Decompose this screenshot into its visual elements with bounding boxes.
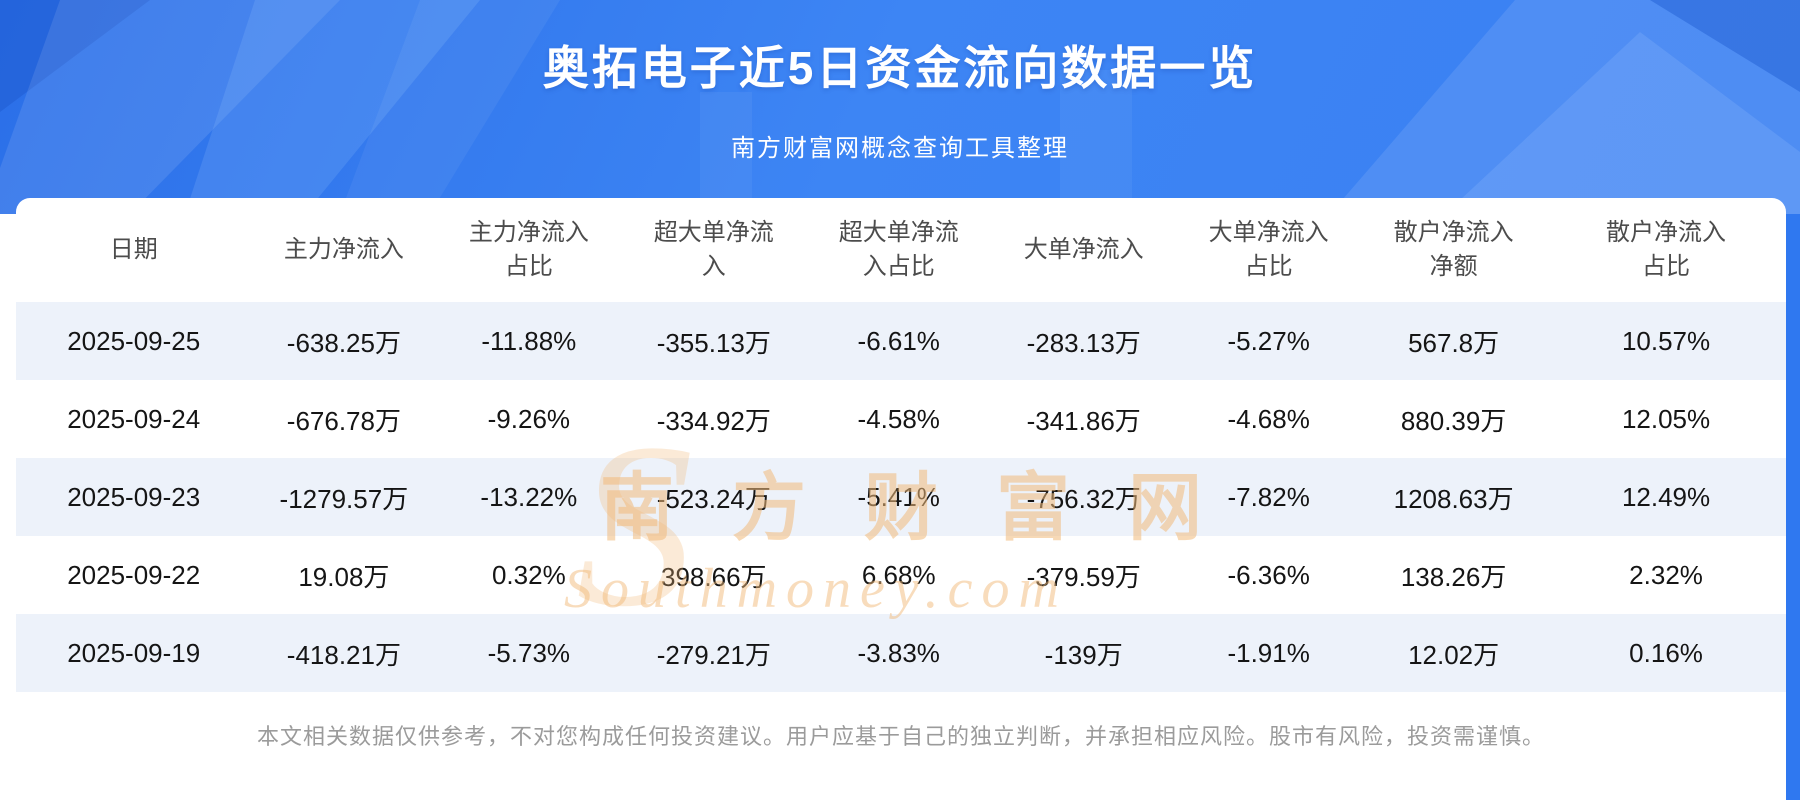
hero-decoration-shapes xyxy=(0,0,1800,214)
value-cell: 1208.63万 xyxy=(1393,483,1514,514)
value-cell: -11.88% xyxy=(481,325,577,356)
column-header: 主力净流入 xyxy=(283,236,404,264)
date-cell: 2025-09-23 xyxy=(67,481,201,512)
value-cell: -1279.57万 xyxy=(279,483,409,514)
value-cell: -756.32万 xyxy=(1026,483,1141,514)
hero-text-block: 奥拓电子近5日资金流向数据一览 南方财富网概念查询工具整理 xyxy=(0,0,1800,163)
date-cell: 2025-09-19 xyxy=(67,637,201,668)
disclaimer-text: 本文相关数据仅供参考，不对您构成任何投资建议。用户应基于自己的独立判断，并承担相… xyxy=(256,724,1545,749)
value-cell: -1.91% xyxy=(1227,637,1310,668)
value-cell: 2.32% xyxy=(1629,559,1703,590)
fund-flow-table: 日期 主力净流入 主力净流入占比 超大单净流入 超大单净流入占比 大单净流入 大… xyxy=(16,198,1786,692)
value-cell: -4.68% xyxy=(1227,403,1310,434)
value-cell: 0.32% xyxy=(491,559,566,590)
data-card: 日期 主力净流入 主力净流入占比 超大单净流入 超大单净流入占比 大单净流入 大… xyxy=(16,198,1786,800)
value-cell: 880.39万 xyxy=(1400,405,1507,436)
value-cell: 0.16% xyxy=(1629,637,1703,668)
value-cell: -139万 xyxy=(1044,639,1123,670)
value-cell: -279.21万 xyxy=(656,639,771,670)
value-cell: -341.86万 xyxy=(1026,405,1141,436)
value-cell: 398.66万 xyxy=(661,561,767,592)
column-header: 散户净流入净额 xyxy=(1393,219,1514,280)
value-cell: -638.25万 xyxy=(286,327,401,358)
value-cell: 12.05% xyxy=(1621,403,1711,434)
table-row: 2025-09-25 -638.25万 -11.88% -355.13万 -6.… xyxy=(16,302,1786,380)
value-cell: 12.02万 xyxy=(1408,639,1500,670)
value-cell: -355.13万 xyxy=(656,327,771,358)
value-cell: -334.92万 xyxy=(656,405,771,436)
value-cell: -9.26% xyxy=(487,403,571,434)
value-cell: 138.26万 xyxy=(1400,561,1507,592)
column-header: 大单净流入 xyxy=(1023,236,1144,264)
value-cell: 10.57% xyxy=(1621,325,1711,356)
table-row: 2025-09-23 -1279.57万 -13.22% -523.24万 -5… xyxy=(16,458,1786,536)
column-header: 日期 xyxy=(109,236,158,264)
column-header: 大单净流入占比 xyxy=(1208,219,1329,280)
column-header: 散户净流入占比 xyxy=(1606,219,1727,280)
value-cell: -4.58% xyxy=(857,403,940,434)
value-cell: -7.82% xyxy=(1227,481,1310,512)
value-cell: -676.78万 xyxy=(286,405,401,436)
value-cell: 6.68% xyxy=(861,559,936,590)
table-row: 2025-09-19 -418.21万 -5.73% -279.21万 -3.8… xyxy=(16,614,1786,692)
value-cell: 19.08万 xyxy=(298,561,390,592)
value-cell: -3.83% xyxy=(857,637,940,668)
date-cell: 2025-09-25 xyxy=(67,325,201,356)
page-title: 奥拓电子近5日资金流向数据一览 xyxy=(542,42,1258,94)
value-cell: 567.8万 xyxy=(1408,327,1500,358)
table-row: 2025-09-24 -676.78万 -9.26% -334.92万 -4.5… xyxy=(16,380,1786,458)
table-row: 2025-09-22 19.08万 0.32% 398.66万 6.68% -3… xyxy=(16,536,1786,614)
hero-banner: 奥拓电子近5日资金流向数据一览 南方财富网概念查询工具整理 xyxy=(0,0,1800,214)
date-cell: 2025-09-24 xyxy=(67,403,201,434)
page-subtitle: 南方财富网概念查询工具整理 xyxy=(731,135,1069,162)
value-cell: 12.49% xyxy=(1621,481,1711,512)
column-header: 超大单净流入占比 xyxy=(838,219,959,280)
date-cell: 2025-09-22 xyxy=(67,559,201,590)
value-cell: -6.36% xyxy=(1227,559,1310,590)
column-header: 超大单净流入 xyxy=(653,219,774,280)
header-row: 日期 主力净流入 主力净流入占比 超大单净流入 超大单净流入占比 大单净流入 大… xyxy=(16,198,1786,302)
column-header: 主力净流入占比 xyxy=(468,219,589,280)
value-cell: -5.27% xyxy=(1227,325,1310,356)
value-cell: -523.24万 xyxy=(656,483,771,514)
value-cell: -418.21万 xyxy=(286,639,401,670)
value-cell: -13.22% xyxy=(480,481,578,512)
value-cell: -5.73% xyxy=(487,637,571,668)
value-cell: -5.41% xyxy=(857,481,940,512)
value-cell: -379.59万 xyxy=(1026,561,1141,592)
value-cell: -283.13万 xyxy=(1026,327,1141,358)
value-cell: -6.61% xyxy=(857,325,940,356)
